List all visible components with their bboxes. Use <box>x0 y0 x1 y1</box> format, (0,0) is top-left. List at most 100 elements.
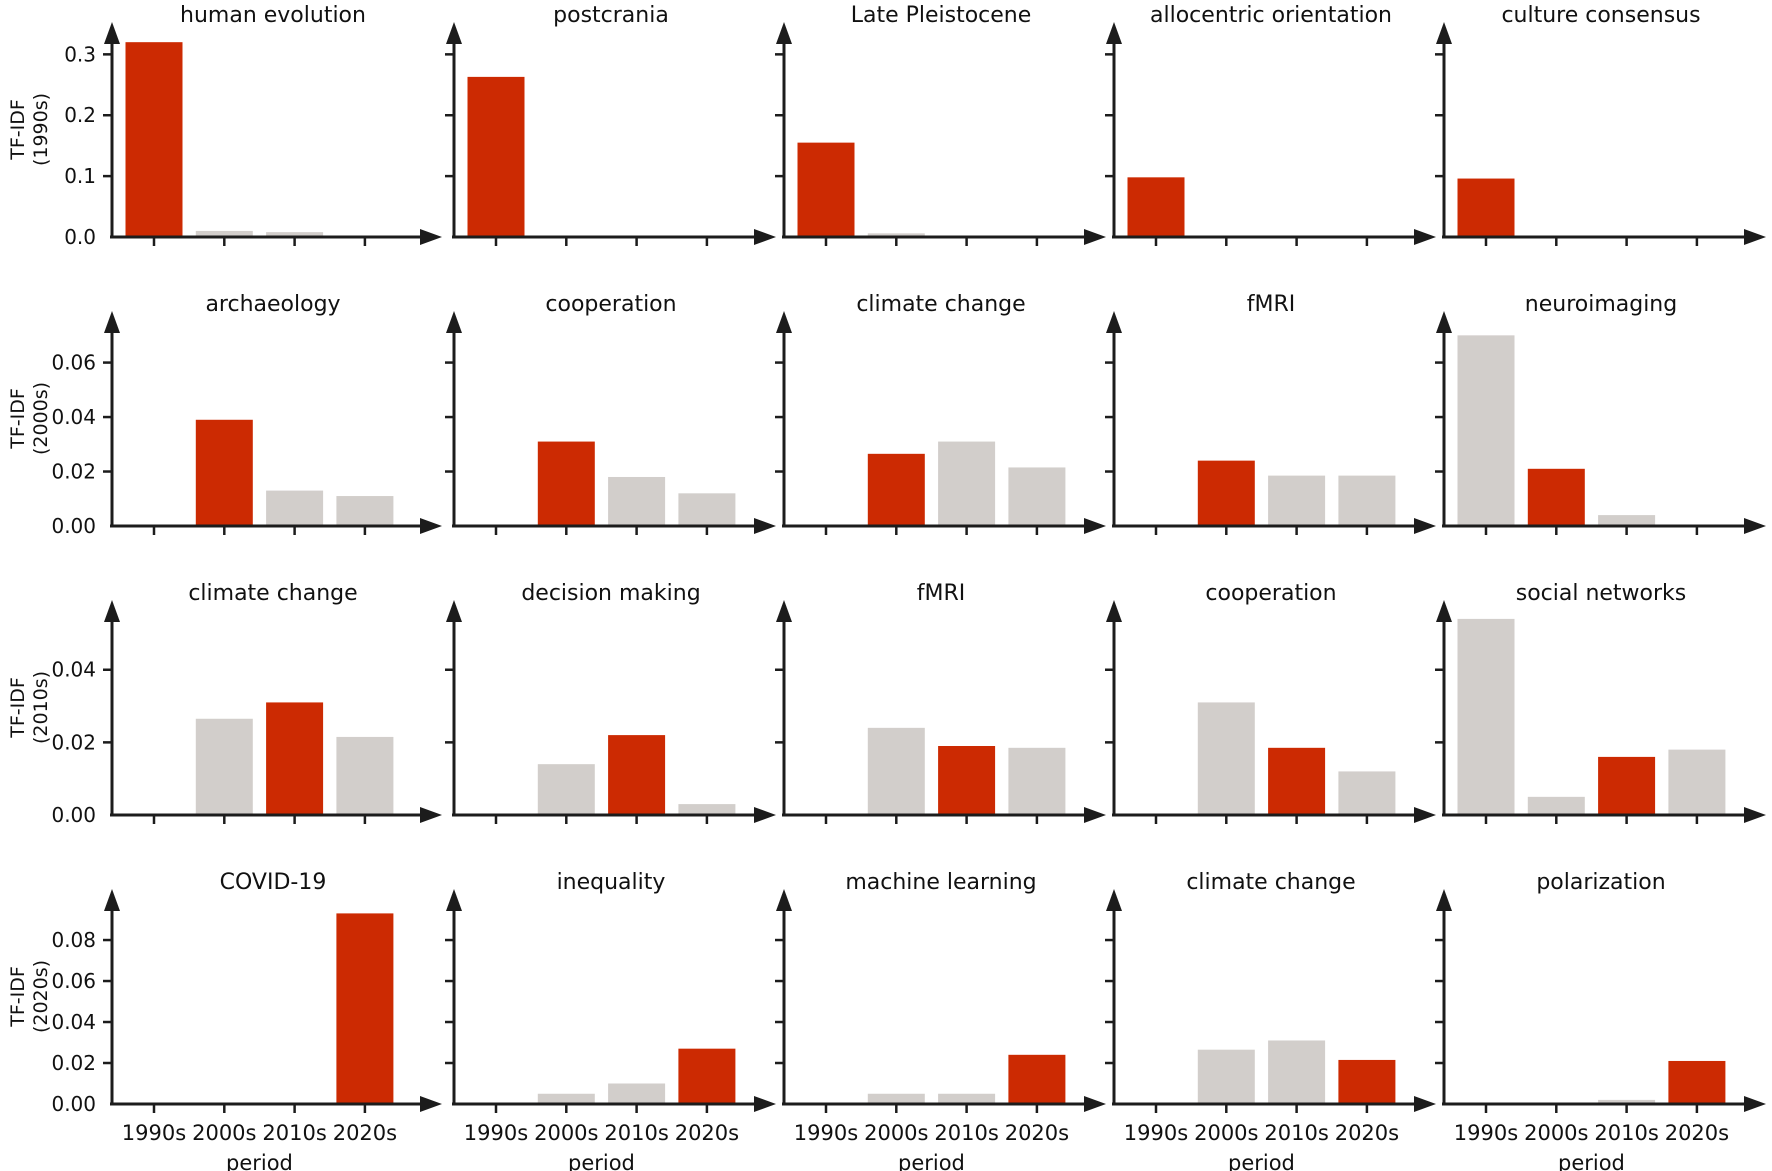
bar-2020s <box>1008 747 1066 815</box>
bar-2000s-highlighted <box>537 441 595 526</box>
bar-2020s <box>1008 467 1066 526</box>
subplot-canvas: 1990s 2000s 2010s 2020s period polarization <box>1435 870 1766 1171</box>
x-tick-label: 1990s <box>122 1121 186 1145</box>
y-axis-arrow-icon <box>446 889 462 911</box>
subplot-postcrania: postcrania <box>445 0 780 289</box>
subplot-title: cooperation <box>545 292 676 317</box>
subplot-canvas: 0.02 0.04 0.06 0.00 TF-IDF (2000s) archaeology <box>7 292 442 538</box>
x-axis-arrow-icon <box>1084 229 1106 245</box>
subplot-culture-consensus: culture consensus <box>1435 0 1770 289</box>
x-axis-title: period <box>1558 1151 1625 1171</box>
subplot-title: Late Pleistocene <box>851 3 1032 28</box>
y-tick-label: 0.04 <box>51 405 96 429</box>
subplot-neuroimaging: neuroimaging <box>1435 289 1770 578</box>
x-tick-label: 2000s <box>192 1121 256 1145</box>
bar-2000s-highlighted <box>1527 468 1585 526</box>
y-axis-arrow-icon <box>1436 600 1452 622</box>
bar-2000s <box>1197 702 1255 815</box>
subplot-title: climate change <box>856 292 1025 317</box>
x-tick-label: 2010s <box>604 1121 668 1145</box>
x-axis-arrow-icon <box>420 807 442 823</box>
x-tick-label: 1990s <box>464 1121 528 1145</box>
bar-2010s-highlighted <box>938 746 996 815</box>
subplot-climate-change: climate change <box>775 289 1110 578</box>
x-axis-title: period <box>226 1151 293 1171</box>
y-axis-arrow-icon <box>104 889 120 911</box>
y-axis-arrow-icon <box>1106 311 1122 333</box>
x-tick-label: 2010s <box>262 1121 326 1145</box>
bar-2010s <box>1598 515 1656 526</box>
y-tick-label: 0.06 <box>51 351 96 375</box>
subplot-title: machine learning <box>845 870 1036 895</box>
subplot-canvas: postcrania <box>445 3 776 246</box>
x-tick-label: 2010s <box>934 1121 998 1145</box>
subplot-covid-19: 1990s 2000s 2010s 2020s period 0.02 0.04 0.06 0.… <box>0 867 450 1171</box>
bar-2000s <box>195 230 253 237</box>
y-axis-arrow-icon <box>446 22 462 44</box>
x-axis-arrow-icon <box>1744 229 1766 245</box>
y-axis-title-line2: (2020s) <box>30 960 52 1033</box>
x-tick-label: 2020s <box>1665 1121 1729 1145</box>
x-axis-arrow-icon <box>1084 518 1106 534</box>
y-tick-label: 0.1 <box>64 164 96 188</box>
y-axis-arrow-icon <box>104 311 120 333</box>
y-tick-label: 0.2 <box>64 103 96 127</box>
subplot-title: postcrania <box>553 3 669 28</box>
bar-2010s <box>266 490 324 526</box>
subplot-canvas: social networks <box>1435 581 1766 824</box>
y-axis-title-line1: TF-IDF <box>7 966 29 1028</box>
bar-1990s <box>1457 618 1515 815</box>
bar-2010s-highlighted <box>1598 756 1656 815</box>
subplot-title: fMRI <box>1247 292 1296 317</box>
subplot-archaeology: 0.02 0.04 0.06 0.00 TF-IDF (2000s) archaeology <box>0 289 450 578</box>
subplot-canvas: fMRI <box>775 581 1106 824</box>
x-axis-arrow-icon <box>1414 229 1436 245</box>
bar-2020s-highlighted <box>678 1048 736 1104</box>
subplot-decision-making: decision making <box>445 578 780 867</box>
subplot-cooperation: cooperation <box>1105 578 1440 867</box>
subplot-title: climate change <box>188 581 357 606</box>
subplot-title: polarization <box>1536 870 1665 895</box>
bar-2020s <box>1668 749 1726 815</box>
subplot-title: inequality <box>557 870 666 895</box>
x-axis-title: period <box>568 1151 635 1171</box>
subplot-machine-learning: 1990s 2000s 2010s 2020s period machine learni… <box>775 867 1110 1171</box>
subplot-canvas: 1990s 2000s 2010s 2020s period machine learni… <box>775 870 1106 1171</box>
subplot-canvas: Late Pleistocene <box>775 3 1106 246</box>
bar-2010s-highlighted <box>608 735 666 815</box>
bar-2020s <box>1338 475 1396 526</box>
subplot-title: COVID-19 <box>220 870 327 895</box>
x-tick-label: 1990s <box>1454 1121 1518 1145</box>
subplot-canvas: decision making <box>445 581 776 824</box>
bar-2010s <box>938 1093 996 1104</box>
bar-2020s <box>678 493 736 526</box>
y-tick-label: 0.3 <box>64 42 96 66</box>
subplot-climate-change: 0.02 0.04 0.00 TF-IDF (2010s) climate change <box>0 578 450 867</box>
x-tick-label: 2020s <box>675 1121 739 1145</box>
y-tick-label: 0.02 <box>51 460 96 484</box>
x-axis-arrow-icon <box>1744 1096 1766 1112</box>
bar-2020s <box>678 804 736 815</box>
x-tick-label: 2020s <box>1335 1121 1399 1145</box>
subplot-canvas: allocentric orientation <box>1105 3 1436 246</box>
subplot-title: climate change <box>1186 870 1355 895</box>
x-tick-label: 2000s <box>1524 1121 1588 1145</box>
x-axis-arrow-icon <box>420 229 442 245</box>
y-tick-label: 0.04 <box>51 658 96 682</box>
subplot-canvas: culture consensus <box>1435 3 1766 246</box>
subplot-polarization: 1990s 2000s 2010s 2020s period polarization <box>1435 867 1770 1171</box>
bar-2010s <box>266 232 324 237</box>
bar-1990s-highlighted <box>467 76 525 237</box>
x-axis-title: period <box>898 1151 965 1171</box>
subplot-title: decision making <box>521 581 700 606</box>
y-tick-label-zero: 0.00 <box>51 803 96 827</box>
x-axis-title: period <box>1228 1151 1295 1171</box>
bar-2000s <box>867 1093 925 1104</box>
subplot-fmri: fMRI <box>1105 289 1440 578</box>
bar-2020s-highlighted <box>1668 1060 1726 1104</box>
y-axis-title-line1: TF-IDF <box>7 99 29 161</box>
bar-2000s <box>1527 796 1585 815</box>
x-axis-arrow-icon <box>1414 518 1436 534</box>
x-tick-label: 2000s <box>1194 1121 1258 1145</box>
